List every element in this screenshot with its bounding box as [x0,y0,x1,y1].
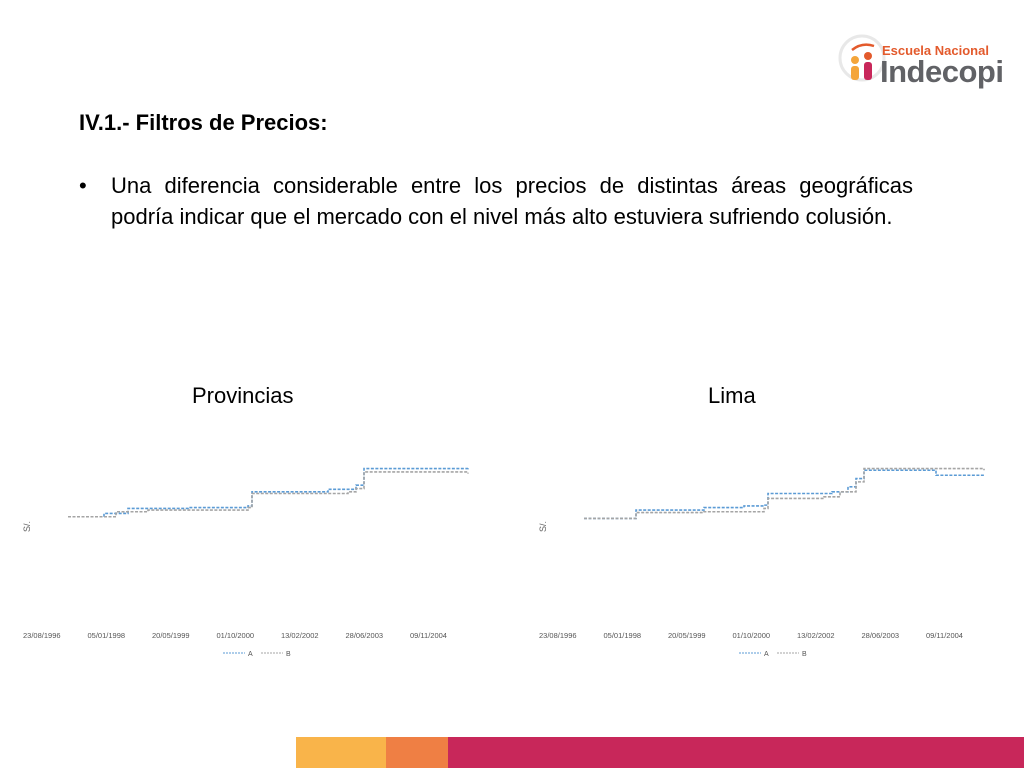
chart-title-provincias: Provincias [192,383,294,408]
x-tick-label: 23/08/1996 [23,631,61,640]
footer-band-yellow [296,737,386,768]
series-line-A [68,466,469,518]
x-tick-label: 20/05/1999 [152,631,190,640]
x-tick-label: 20/05/1999 [668,631,706,640]
logo-line1: Escuela Nacional [882,43,989,58]
x-tick-label: 13/02/2002 [281,631,319,640]
x-tick-label: 05/01/1998 [88,631,126,640]
logo: Escuela Nacional Indecopi [838,30,1004,90]
legend-label-A: A [764,651,769,658]
logo-line2: Indecopi [880,54,1004,89]
x-tick-label: 09/11/2004 [926,631,963,640]
bullet-text: Una diferencia considerable entre los pr… [111,173,913,229]
slide-title: IV.1.- Filtros de Precios: [79,110,328,135]
series-line-B [68,471,469,518]
footer-band-red [448,737,1024,768]
y-axis-label: S/. [538,521,548,532]
series-line-B [584,467,985,520]
x-tick-label: 09/11/2004 [410,631,447,640]
x-tick-label: 01/10/2000 [733,631,771,640]
x-tick-label: 13/02/2002 [797,631,835,640]
x-tick-label: 28/06/2003 [862,631,900,640]
legend-label-A: A [248,651,253,658]
series-line-A [584,469,984,520]
x-tick-label: 23/08/1996 [539,631,577,640]
chart-title-lima: Lima [708,383,756,408]
bullet-item: • Una diferencia considerable entre los … [79,170,913,232]
y-axis-label: S/. [22,521,32,532]
chart-lima: S/. 23/08/1996 05/01/1998 20/05/1999 01/10/2… [538,467,985,658]
legend-label-B: B [286,651,291,658]
bullet-marker: • [79,173,87,198]
footer-band-orange [386,737,448,768]
x-tick-label: 28/06/2003 [346,631,384,640]
legend-label-B: B [802,651,807,658]
logo-mark-icon [838,34,886,82]
chart-provincias: S/. 23/08/1996 05/01/1998 20/05/1999 01/10/2… [22,466,469,658]
x-tick-label: 05/01/1998 [604,631,642,640]
x-tick-label: 01/10/2000 [217,631,255,640]
